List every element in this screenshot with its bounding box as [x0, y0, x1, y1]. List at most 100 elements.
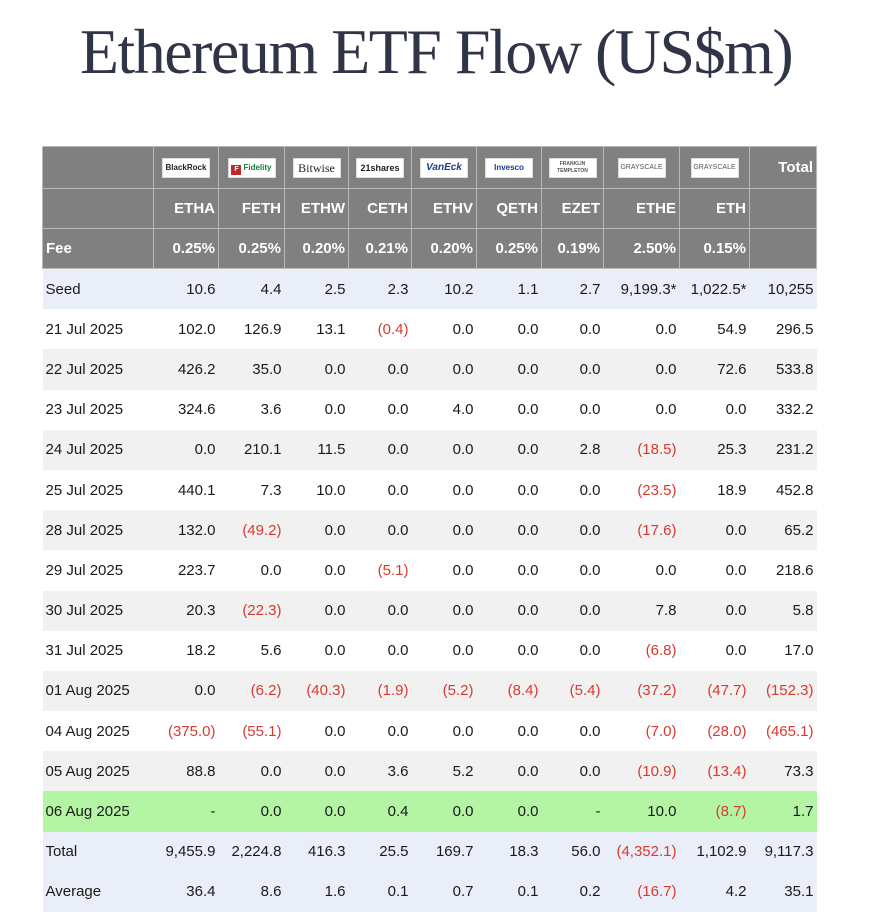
flow-cell: 0.0	[284, 791, 349, 832]
flow-cell: 36.4	[153, 871, 219, 912]
ticker-header: ETHW	[284, 188, 349, 229]
flow-cell: (5.2)	[411, 670, 477, 712]
flow-cell: (10.9)	[603, 751, 680, 792]
ticker-header: FETH	[218, 188, 285, 229]
row-label: 01 Aug 2025	[42, 670, 154, 712]
table-row: 04 Aug 2025 (375.0) (55.1) 0.0 0.0 0.0 0.0 0.0(…	[42, 711, 817, 752]
flow-cell: 20.3	[153, 590, 219, 631]
flow-cell: 0.0	[476, 510, 542, 551]
flow-cell: 324.6	[153, 389, 219, 430]
flow-cell: (40.3)	[284, 670, 349, 712]
flow-cell: 0.0	[153, 670, 219, 712]
total-header: Total	[749, 146, 817, 189]
flow-cell: (6.8)	[603, 630, 680, 671]
fee-label: Fee	[42, 228, 154, 269]
flow-cell: 0.0	[411, 510, 477, 551]
flow-cell: 10,255	[749, 268, 817, 310]
flow-cell: 0.0	[476, 550, 542, 591]
flow-cell: (375.0)	[153, 711, 219, 752]
fee-value: 0.20%	[284, 228, 349, 269]
row-label: Total	[42, 831, 154, 872]
flow-cell: 2.8	[541, 429, 604, 470]
table-row: 22 Jul 2025 426.2 35.0 0.0 0.0 0.0 0.0 0.0 0.0 72…	[42, 349, 817, 390]
flow-cell: (152.3)	[749, 670, 817, 712]
flow-cell: 0.0	[411, 711, 477, 752]
flow-cell: (18.5)	[603, 429, 680, 470]
flow-cell: 1.7	[749, 791, 817, 832]
flow-cell: 18.2	[153, 630, 219, 671]
flow-cell: 5.2	[411, 751, 477, 792]
table-row: 01 Aug 2025 0.0 (6.2) (40.3) (1.9) (5.2) (8.4)…	[42, 670, 817, 712]
ticker-header: ETHE	[603, 188, 680, 229]
flow-cell: 54.9	[679, 309, 750, 350]
flow-cell: 0.0	[679, 590, 750, 631]
table-row: Average 36.4 8.6 1.6 0.1 0.7 0.1 0.2 (16.7) 4.2 35…	[42, 871, 817, 912]
flow-cell: 416.3	[284, 831, 349, 872]
row-label: 06 Aug 2025	[42, 791, 154, 832]
invesco-logo: Invesco	[485, 157, 533, 178]
flow-cell: 1.6	[284, 871, 349, 912]
table-body: Seed 10.6 4.4 2.5 2.3 10.2 1.1 2.7 9,199.3* 1,022…	[42, 268, 817, 912]
ticker-header: ETHA	[153, 188, 219, 229]
table-row: 29 Jul 2025 223.7 0.0 0.0 (5.1) 0.0 0.0 0.0 0.0 0…	[42, 550, 817, 591]
ticker-row: ETHA FETH ETHW CETH ETHV QETH EZET ETHE ETH	[42, 188, 817, 229]
flow-cell: 231.2	[749, 429, 817, 470]
flow-cell: (4,352.1)	[603, 831, 680, 872]
flow-cell: 88.8	[153, 751, 219, 792]
flow-cell: 332.2	[749, 389, 817, 430]
issuer-logo-cell: Invesco	[476, 146, 542, 189]
flow-cell: (17.6)	[603, 510, 680, 551]
flow-cell: 65.2	[749, 510, 817, 551]
corner-cell	[42, 188, 154, 229]
fidelity-logo: F Fidelity	[227, 157, 276, 178]
flow-cell: 9,117.3	[749, 831, 817, 872]
flow-cell: -	[541, 791, 604, 832]
flow-cell: 0.0	[411, 791, 477, 832]
issuer-logo-cell: FRANKLIN TEMPLETON	[541, 146, 604, 189]
flow-cell: 0.0	[541, 510, 604, 551]
flow-cell: (7.0)	[603, 711, 680, 752]
flow-cell: 35.1	[749, 871, 817, 912]
row-label: Seed	[42, 268, 154, 310]
page-title: Ethereum ETF Flow (US$m)	[79, 16, 794, 87]
flow-cell: 0.7	[411, 871, 477, 912]
issuer-name: Fidelity	[243, 162, 272, 172]
flow-cell: 0.0	[476, 389, 542, 430]
issuer-logo-cell: VanEck	[411, 146, 477, 189]
flow-cell: 218.6	[749, 550, 817, 591]
table-row: Seed 10.6 4.4 2.5 2.3 10.2 1.1 2.7 9,199.3* 1,022…	[42, 268, 817, 310]
twentyone-logo: 21shares	[356, 157, 404, 178]
issuer-logo-cell: 21shares	[348, 146, 412, 189]
flow-cell: 0.0	[411, 349, 477, 390]
flow-cell: 0.0	[218, 791, 285, 832]
franklin-logo: FRANKLIN TEMPLETON	[548, 157, 597, 178]
table-row: Total 9,455.9 2,224.8 416.3 25.5 169.7 18.3 56.…	[42, 831, 817, 872]
fee-value: 0.20%	[411, 228, 477, 269]
table-row: 05 Aug 2025 88.8 0.0 0.0 3.6 5.2 0.0 0.0 (10.9)(…	[42, 751, 817, 792]
flow-cell: 0.0	[476, 429, 542, 470]
flow-cell: 0.2	[541, 871, 604, 912]
flow-cell: 1,022.5*	[679, 268, 750, 310]
vaneck-logo: VanEck	[420, 157, 468, 178]
row-label: 23 Jul 2025	[42, 389, 154, 430]
issuer-logo-cell: GRAYSCALE	[603, 146, 680, 189]
fee-value: 0.25%	[218, 228, 285, 269]
flow-cell: 0.0	[348, 630, 412, 671]
bitwise-logo: Bitwise	[292, 157, 341, 178]
gray-logo: GRAYSCALE	[690, 157, 739, 178]
flow-cell: 0.0	[541, 711, 604, 752]
flow-cell: 4.4	[218, 268, 285, 310]
flow-cell: 18.3	[476, 831, 542, 872]
blackrock-logo: BlackRock	[162, 157, 210, 178]
ticker-header: ETH	[679, 188, 750, 229]
flow-cell: 0.0	[284, 389, 349, 430]
flow-cell: (55.1)	[218, 711, 285, 752]
flow-cell: 0.0	[679, 389, 750, 430]
fee-value: 0.19%	[541, 228, 604, 269]
flow-cell: 0.0	[411, 429, 477, 470]
row-label: 25 Jul 2025	[42, 469, 154, 511]
flow-cell: 0.0	[348, 590, 412, 631]
flow-cell: 2.3	[348, 268, 412, 310]
row-label: 04 Aug 2025	[42, 711, 154, 752]
flow-cell: 2,224.8	[218, 831, 285, 872]
